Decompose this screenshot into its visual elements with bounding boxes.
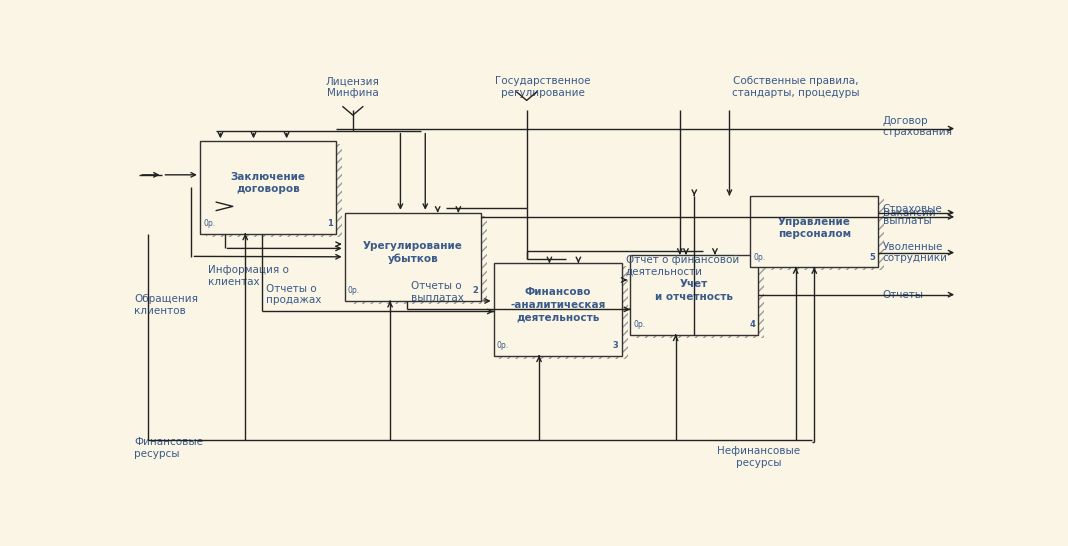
Text: Лицензия
Минфина: Лицензия Минфина — [326, 76, 380, 98]
Text: 0р.: 0р. — [753, 253, 766, 262]
Bar — [350, 216, 487, 304]
Bar — [500, 266, 628, 359]
Text: Заключение
договоров: Заключение договоров — [231, 171, 305, 194]
Text: 5: 5 — [869, 253, 875, 262]
Bar — [750, 196, 879, 268]
Text: 0р.: 0р. — [633, 320, 645, 329]
Text: Учет
и отчетность: Учет и отчетность — [656, 280, 734, 302]
Text: 0р.: 0р. — [497, 341, 509, 350]
Text: 2: 2 — [472, 287, 477, 295]
Text: Отчеты о
выплатах: Отчеты о выплатах — [411, 281, 464, 303]
Text: Отчет о финансовой
деятельности: Отчет о финансовой деятельности — [626, 255, 739, 277]
Text: Договор
страхования: Договор страхования — [882, 116, 953, 137]
Text: Отчеты о
продажах: Отчеты о продажах — [266, 283, 321, 305]
Bar — [200, 141, 336, 234]
Text: Государственное
регулирование: Государственное регулирование — [496, 76, 591, 98]
Text: Страховые
выплаты: Страховые выплаты — [882, 204, 942, 225]
Text: Урегулирование
убытков: Урегулирование убытков — [363, 241, 462, 264]
Bar — [635, 258, 765, 337]
Bar — [756, 199, 884, 270]
Text: Вакансии: Вакансии — [882, 207, 936, 218]
Text: 0р.: 0р. — [203, 219, 215, 228]
Text: Финансово
-аналитическая
деятельность: Финансово -аналитическая деятельность — [511, 287, 606, 322]
Text: 0р.: 0р. — [348, 287, 360, 295]
Text: Уволенные
сотрудники: Уволенные сотрудники — [882, 242, 947, 263]
Text: 4: 4 — [750, 320, 755, 329]
Text: Информация о
клиентах: Информация о клиентах — [208, 265, 288, 287]
Text: Финансовые
ресурсы: Финансовые ресурсы — [135, 437, 203, 459]
Text: Собственные правила,
стандарты, процедуры: Собственные правила, стандарты, процедур… — [732, 76, 860, 98]
Bar — [205, 144, 342, 236]
Text: Отчеты: Отчеты — [882, 289, 924, 300]
Bar — [345, 212, 481, 301]
Text: 3: 3 — [613, 341, 618, 350]
Text: Нефинансовые
ресурсы: Нефинансовые ресурсы — [717, 446, 800, 467]
Bar — [493, 263, 622, 355]
Text: Обращения
клиентов: Обращения клиентов — [135, 294, 199, 316]
Text: 1: 1 — [327, 219, 333, 228]
Text: Управление
персоналом: Управление персоналом — [778, 217, 851, 239]
Bar — [630, 254, 758, 335]
